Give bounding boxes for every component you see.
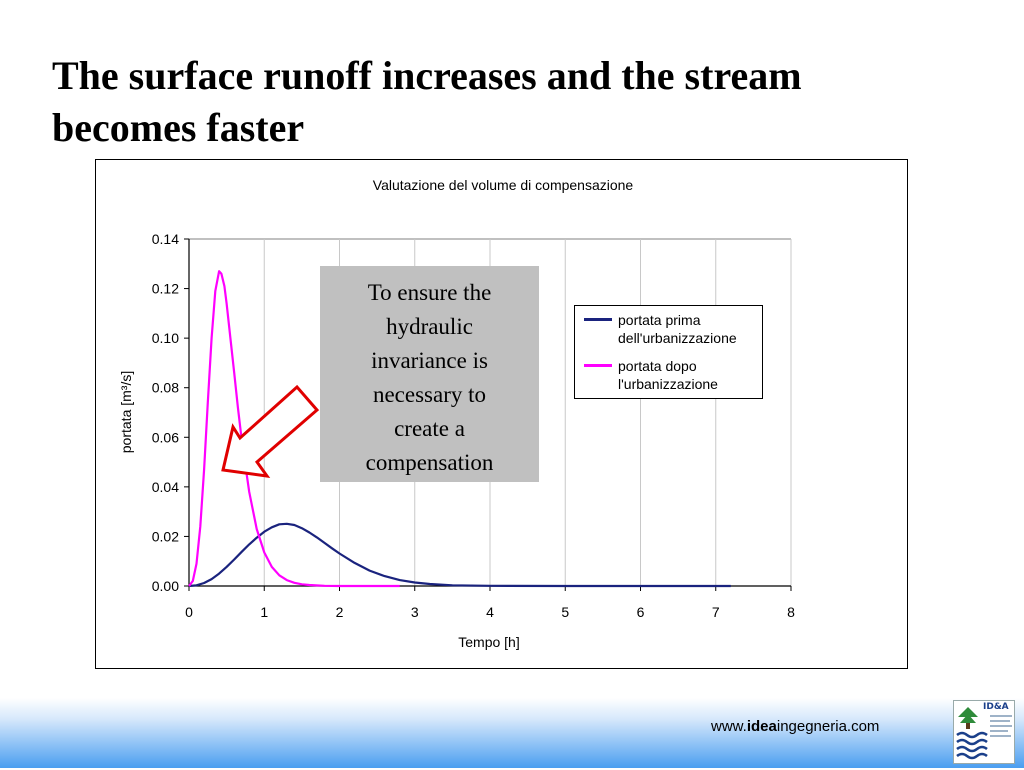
y-axis-ticks: 0.00 0.02 0.04 0.06 0.08 0.10 0.12 0.14 bbox=[152, 231, 189, 594]
chart-series bbox=[188, 270, 731, 588]
company-logo: ID&A bbox=[953, 700, 1015, 764]
compensation-callout: To ensure the hydraulic invariance is ne… bbox=[320, 266, 539, 482]
x-tick-label: 2 bbox=[336, 604, 344, 620]
footer-url-prefix: www. bbox=[711, 718, 747, 735]
y-tick-label: 0.14 bbox=[152, 231, 179, 247]
x-axis-ticks: 0 1 2 3 4 5 6 7 8 bbox=[185, 586, 795, 620]
y-tick-label: 0.08 bbox=[152, 380, 179, 396]
x-tick-label: 5 bbox=[561, 604, 569, 620]
x-tick-label: 4 bbox=[486, 604, 494, 620]
logo-icon bbox=[956, 707, 1012, 760]
x-tick-label: 7 bbox=[712, 604, 720, 620]
footer-band bbox=[0, 698, 1024, 768]
y-tick-label: 0.10 bbox=[152, 330, 179, 346]
y-axis-label: portata [m³/s] bbox=[118, 371, 134, 453]
legend-swatch-after bbox=[584, 364, 612, 367]
y-tick-label: 0.04 bbox=[152, 479, 179, 495]
series-line-after bbox=[188, 270, 400, 588]
chart-title: Valutazione del volume di compensazione bbox=[373, 177, 634, 193]
y-tick-label: 0.12 bbox=[152, 281, 179, 297]
hollow-arrow-icon bbox=[221, 384, 320, 478]
footer-url-suffix: ingegneria.com bbox=[776, 718, 880, 735]
footer-url[interactable]: www.ideaingegneria.com bbox=[711, 718, 879, 735]
legend-label-before: portata prima dell'urbanizzazione bbox=[618, 312, 737, 346]
y-tick-label: 0.00 bbox=[152, 578, 179, 594]
y-tick-label: 0.02 bbox=[152, 528, 179, 544]
legend-label-after: portata dopo l'urbanizzazione bbox=[618, 358, 718, 392]
chart-legend: portata prima dell'urbanizzazione portat… bbox=[574, 305, 763, 399]
x-tick-label: 3 bbox=[411, 604, 419, 620]
x-tick-label: 6 bbox=[637, 604, 645, 620]
logo-text: ID&A bbox=[983, 702, 1009, 712]
slide-title: The surface runoff increases and the str… bbox=[52, 53, 802, 150]
x-tick-label: 0 bbox=[185, 604, 193, 620]
x-tick-label: 8 bbox=[787, 604, 795, 620]
y-tick-label: 0.06 bbox=[152, 429, 179, 445]
series-line-before bbox=[188, 522, 731, 588]
x-axis-label: Tempo [h] bbox=[458, 634, 519, 650]
legend-swatch-before bbox=[584, 318, 612, 321]
footer-url-bold: idea bbox=[746, 718, 777, 735]
x-tick-label: 1 bbox=[260, 604, 268, 620]
